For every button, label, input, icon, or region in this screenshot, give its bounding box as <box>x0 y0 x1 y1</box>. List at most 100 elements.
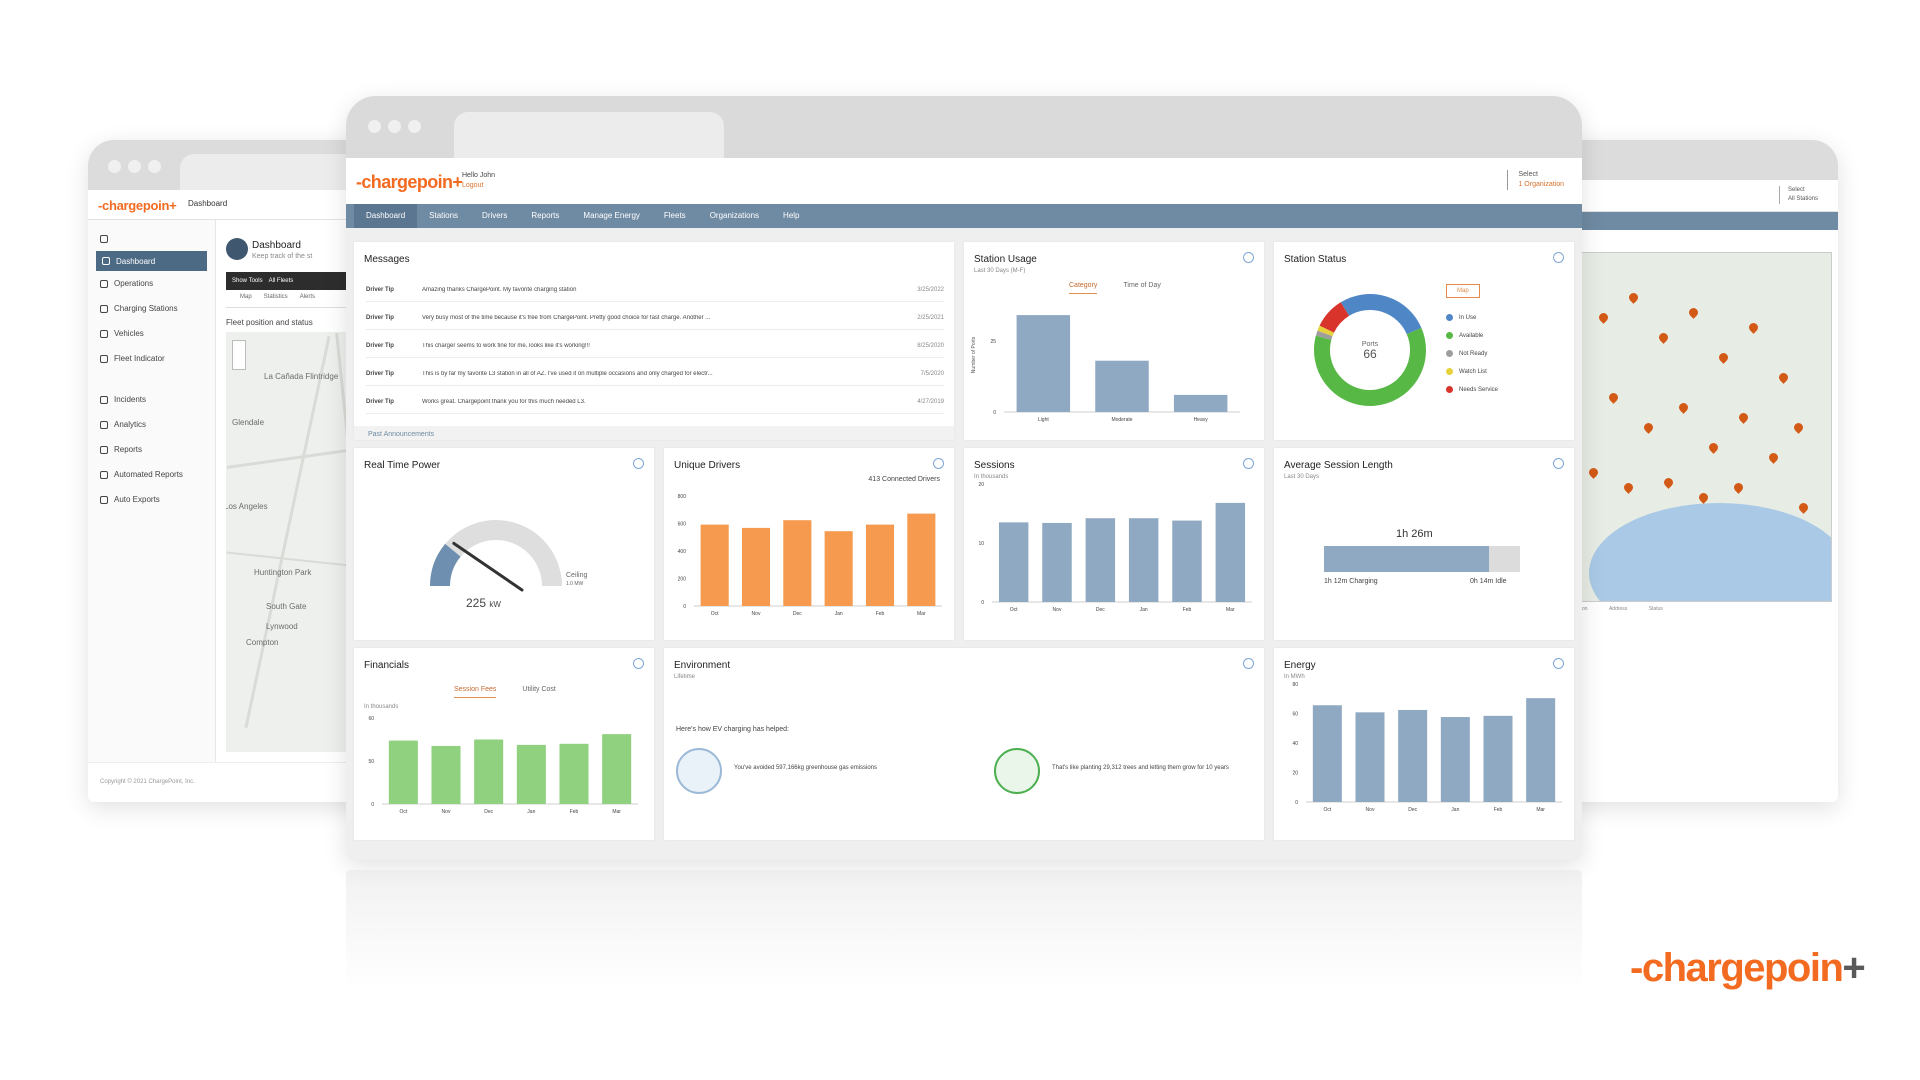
sidebar-toggle[interactable] <box>88 226 215 251</box>
nav-organizations[interactable]: Organizations <box>709 211 760 220</box>
message-row[interactable]: Driver Tip Amazing thanks ChargePoint. My… <box>366 278 944 302</box>
info-icon[interactable] <box>1553 458 1564 469</box>
message-row[interactable]: Driver Tip Works great. Chargepoint thank… <box>366 390 944 414</box>
station-pin[interactable] <box>1737 411 1750 424</box>
bar[interactable] <box>1483 715 1513 802</box>
filter-label[interactable]: Address <box>1608 606 1628 612</box>
nav-fleets[interactable]: Fleets <box>663 211 686 220</box>
message-row[interactable]: Driver Tip This charger seems to work fin… <box>366 334 944 358</box>
sidebar-item-incidents[interactable]: Incidents <box>88 387 215 412</box>
dashboard-dropdown[interactable]: Dashboard <box>188 199 228 208</box>
tab-statistics[interactable]: Statistics <box>263 294 288 300</box>
station-pin[interactable] <box>1642 421 1655 434</box>
window-dot[interactable] <box>368 120 381 133</box>
chargepoint-logo[interactable]: -chargepoin+ <box>98 198 177 213</box>
sidebar-item-operations[interactable]: Operations <box>88 271 215 296</box>
message-row[interactable]: Driver Tip This is by far my favorite L3 … <box>366 362 944 386</box>
sidebar-item-analytics[interactable]: Analytics <box>88 412 215 437</box>
window-dot[interactable] <box>108 160 121 173</box>
station-pin[interactable] <box>1607 391 1620 404</box>
station-pin[interactable] <box>1797 501 1810 514</box>
station-pin[interactable] <box>1687 306 1700 319</box>
station-pin[interactable] <box>1697 491 1710 504</box>
sidebar-item-charging-stations[interactable]: Charging Stations <box>88 296 215 321</box>
station-pin[interactable] <box>1627 291 1640 304</box>
info-icon[interactable] <box>933 458 944 469</box>
nav-dashboard[interactable]: Dashboard <box>354 204 418 228</box>
info-icon[interactable] <box>633 458 644 469</box>
bar[interactable] <box>998 522 1029 602</box>
donut-slice[interactable] <box>1319 302 1350 333</box>
bar[interactable] <box>1016 315 1071 412</box>
sidebar-item-dashboard[interactable]: Dashboard <box>96 251 207 271</box>
window-dot[interactable] <box>128 160 141 173</box>
donut-slice[interactable] <box>1315 330 1333 340</box>
bar[interactable] <box>700 524 729 606</box>
bar[interactable] <box>1312 705 1342 802</box>
browser-tab[interactable] <box>454 112 724 158</box>
bar[interactable] <box>516 744 546 804</box>
past-announcements-link[interactable]: Past Announcements <box>368 431 435 438</box>
bar[interactable] <box>1215 502 1246 602</box>
tab-time-of-day[interactable]: Time of Day <box>1123 282 1161 289</box>
station-pin[interactable] <box>1747 321 1760 334</box>
bar[interactable] <box>741 527 771 606</box>
bar[interactable] <box>1440 717 1470 802</box>
show-tools-button[interactable]: Show Tools <box>232 278 263 284</box>
sidebar-item-vehicles[interactable]: Vehicles <box>88 321 215 346</box>
station-pin[interactable] <box>1587 466 1600 479</box>
organization-selector[interactable]: Select 1 Organization <box>1507 170 1564 190</box>
bar[interactable] <box>1095 360 1149 412</box>
info-icon[interactable] <box>1243 252 1254 263</box>
bar[interactable] <box>431 745 461 804</box>
station-pin[interactable] <box>1707 441 1720 454</box>
bar[interactable] <box>865 524 895 606</box>
sidebar-item-automated-reports[interactable]: Automated Reports <box>88 462 215 487</box>
station-pin[interactable] <box>1622 481 1635 494</box>
bar[interactable] <box>559 743 589 804</box>
nav-manage-energy[interactable]: Manage Energy <box>583 211 640 220</box>
station-pin[interactable] <box>1732 481 1745 494</box>
bar[interactable] <box>1398 709 1428 802</box>
bar[interactable] <box>1355 712 1385 802</box>
donut-slice[interactable] <box>1314 327 1426 406</box>
tab-alerts[interactable]: Alerts <box>299 294 316 300</box>
logout-link[interactable]: Logout <box>462 182 484 189</box>
tab-map[interactable]: Map <box>240 294 252 300</box>
donut-slice[interactable] <box>1317 325 1335 337</box>
info-icon[interactable] <box>1243 458 1254 469</box>
tab-session-fees[interactable]: Session Fees <box>454 686 497 698</box>
station-pin[interactable] <box>1677 401 1690 414</box>
bar[interactable] <box>824 531 853 606</box>
sidebar-item-auto-exports[interactable]: Auto Exports <box>88 487 215 512</box>
station-pin[interactable] <box>1597 311 1610 324</box>
bar[interactable] <box>1173 394 1228 412</box>
message-row[interactable]: Driver Tip Very busy most of the time bec… <box>366 306 944 330</box>
bar[interactable] <box>907 513 936 606</box>
bar[interactable] <box>474 739 504 805</box>
donut-slice[interactable] <box>1340 294 1422 335</box>
station-pin[interactable] <box>1792 421 1805 434</box>
zoom-control[interactable] <box>232 340 246 370</box>
bar[interactable] <box>388 740 418 804</box>
sidebar-item-fleet-indicator[interactable]: Fleet Indicator <box>88 346 215 371</box>
stations-map[interactable] <box>1568 252 1832 602</box>
station-selector[interactable]: Select All Stations <box>1778 186 1818 204</box>
sidebar-item-reports[interactable]: Reports <box>88 437 215 462</box>
station-pin[interactable] <box>1777 371 1790 384</box>
window-dot[interactable] <box>388 120 401 133</box>
station-pin[interactable] <box>1767 451 1780 464</box>
station-pin[interactable] <box>1657 331 1670 344</box>
info-icon[interactable] <box>1553 658 1564 669</box>
nav-stations[interactable]: Stations <box>429 211 459 220</box>
window-dot[interactable] <box>148 160 161 173</box>
station-pin[interactable] <box>1662 476 1675 489</box>
info-icon[interactable] <box>633 658 644 669</box>
nav-drivers[interactable]: Drivers <box>482 211 508 220</box>
all-fleets-button[interactable]: All Fleets <box>268 278 294 284</box>
bar[interactable] <box>1042 522 1072 602</box>
bar[interactable] <box>783 520 812 606</box>
tab-utility-cost[interactable]: Utility Cost <box>522 686 556 693</box>
nav-reports[interactable]: Reports <box>531 211 560 220</box>
window-dot[interactable] <box>408 120 421 133</box>
